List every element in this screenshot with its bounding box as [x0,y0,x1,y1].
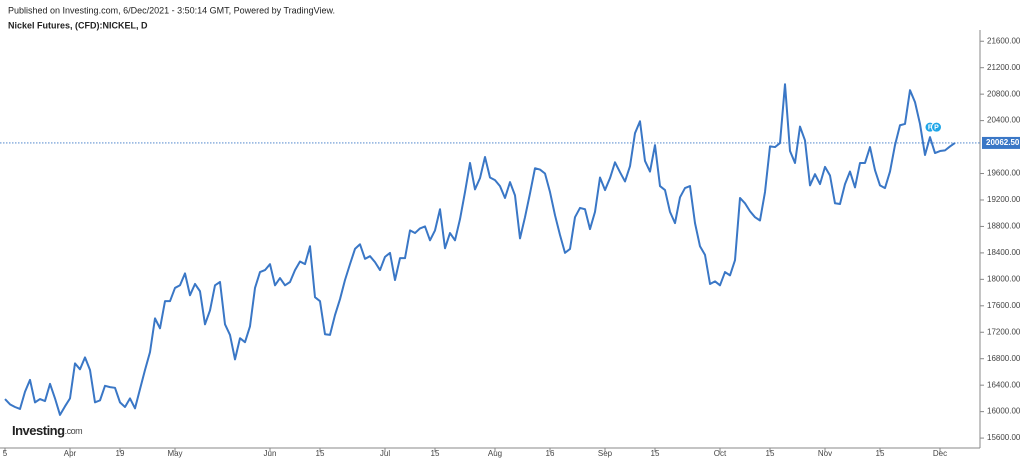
watermark-suffix: .com [65,426,83,436]
event-marker-label: P [934,124,939,131]
y-tick-label: 18400.00 [987,248,1021,257]
current-price-label: 20062.50 [986,138,1020,147]
x-tick-label: Apr [64,449,77,458]
y-tick-label: 16800.00 [987,354,1021,363]
watermark: Investing.com [12,423,82,438]
x-tick-label: Jun [264,449,277,458]
x-tick-label: Aug [488,449,502,458]
y-tick-label: 15600.00 [987,433,1021,442]
y-tick-label: 20800.00 [987,89,1021,98]
y-tick-label: 16000.00 [987,407,1021,416]
x-tick-label: 15 [651,449,660,458]
y-tick-label: 19200.00 [987,195,1021,204]
y-tick-label: 21600.00 [987,36,1021,45]
x-tick-label: 15 [876,449,885,458]
published-note: Published on Investing.com, 6/Dec/2021 -… [8,5,335,15]
x-tick-label: Nov [818,449,832,458]
event-marker-label: F [928,124,933,131]
watermark-brand: Investing [12,423,65,438]
chart-title: Nickel Futures, (CFD):NICKEL, D [8,20,148,30]
y-tick-label: 17600.00 [987,301,1021,310]
x-tick-label: Sep [598,449,613,458]
y-tick-label: 18000.00 [987,274,1021,283]
x-tick-label: 15 [316,449,325,458]
current-price-box [982,136,1020,149]
x-tick-label: 15 [766,449,775,458]
x-tick-label: 16 [546,449,555,458]
x-tick-label: 15 [431,449,440,458]
x-tick-label: May [167,449,182,458]
x-tick-label: Dec [933,449,947,458]
price-line [4,83,956,416]
y-tick-label: 21200.00 [987,63,1021,72]
y-tick-label: 18800.00 [987,222,1021,231]
x-tick-label: 5 [3,449,8,458]
event-marker [931,121,942,133]
x-tick-label: 19 [116,449,125,458]
y-tick-label: 16400.00 [987,380,1021,389]
x-tick-label: Oct [714,449,727,458]
y-tick-label: 17200.00 [987,327,1021,336]
y-tick-label: 19600.00 [987,169,1021,178]
y-tick-label: 20400.00 [987,116,1021,125]
x-tick-label: Jul [380,449,390,458]
